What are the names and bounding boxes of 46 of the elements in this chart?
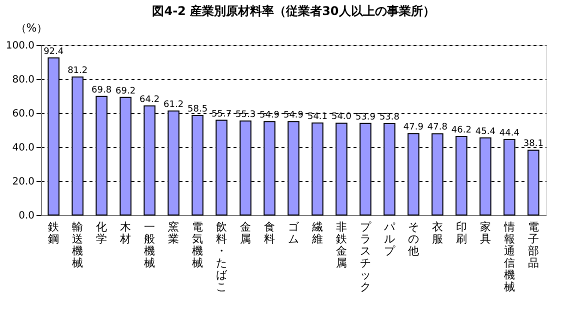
x-tick-label: ゴム — [288, 220, 300, 246]
data-label: 81.2 — [68, 66, 88, 76]
x-tick-label: プラスチック — [360, 220, 372, 294]
x-tick-label: 繊維 — [310, 220, 323, 246]
x-tick-label: 化学 — [96, 220, 108, 246]
x-tick-label: 飲料・たばこ — [216, 220, 228, 294]
y-tick-label: 100.0 — [6, 40, 34, 52]
data-label: 46.2 — [451, 125, 472, 136]
data-label: 92.4 — [44, 46, 64, 57]
data-label: 54.0 — [331, 112, 352, 122]
data-label: 47.9 — [403, 122, 424, 133]
x-tick-label: その他 — [408, 220, 419, 258]
x-tick-label: 情報通信機械 — [502, 220, 515, 294]
data-label: 54.9 — [283, 110, 304, 121]
data-label: 45.4 — [475, 126, 496, 137]
x-tick-label: 電気機械 — [192, 220, 204, 270]
x-tick-label: 鉄鋼 — [48, 220, 60, 246]
data-label: 54.9 — [259, 110, 280, 121]
data-label: 47.8 — [427, 122, 448, 133]
x-tick-label: 食料 — [264, 220, 276, 246]
x-tick-label: 木材 — [119, 220, 132, 246]
data-label: 64.2 — [140, 94, 160, 105]
y-tick-label: 60.0 — [12, 108, 34, 120]
x-tick-label: 家具 — [480, 220, 491, 246]
x-tick-label: 一般機械 — [144, 220, 156, 270]
y-tick-label: 0.0 — [18, 210, 34, 222]
chart-title: 図4-2 産業別原材料率（従業者30人以上の事業所） — [152, 4, 435, 18]
data-label: 38.1 — [523, 139, 544, 150]
data-label: 54.1 — [307, 112, 328, 122]
x-tick-label: 非鉄金属 — [336, 220, 347, 270]
data-label: 58.5 — [188, 104, 208, 115]
y-tick-label: 80.0 — [12, 74, 34, 86]
data-label: 44.4 — [499, 128, 520, 139]
x-tick-label: 窯業 — [168, 220, 180, 246]
y-tick-label: 40.0 — [12, 142, 34, 154]
data-label: 69.8 — [92, 85, 112, 96]
y-axis-title: （%） — [15, 22, 48, 34]
x-tick-label: パルプ — [382, 220, 396, 258]
data-label: 69.2 — [116, 86, 136, 96]
y-tick-label: 20.0 — [12, 176, 34, 188]
x-tick-label: 金属 — [240, 220, 252, 246]
x-tick-label: 衣服 — [432, 220, 443, 246]
x-tick-label: 輸送機械 — [72, 220, 84, 270]
data-label: 61.2 — [164, 100, 184, 110]
x-tick-label: 電子部品 — [528, 220, 539, 270]
x-tick-label: 印刷 — [456, 220, 467, 246]
